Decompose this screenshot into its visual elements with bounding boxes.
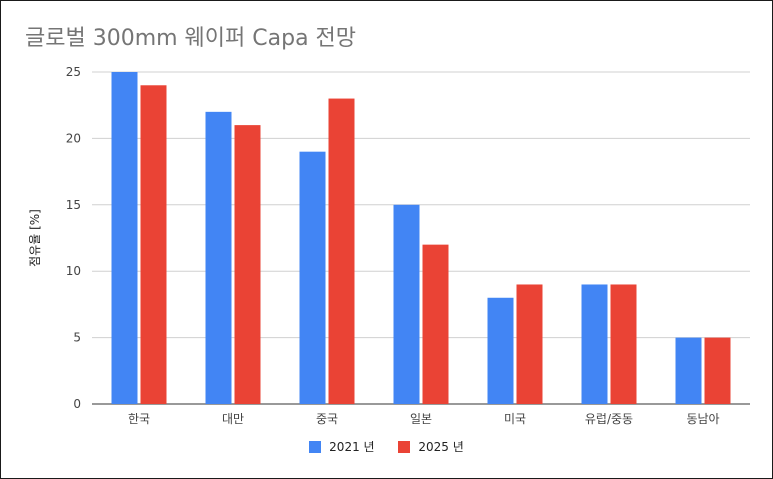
- bar-2025-3: [422, 244, 449, 404]
- x-tick-label-1: 대만: [222, 412, 244, 426]
- bar-2021-0: [111, 72, 138, 404]
- x-axis-ticks: 한국 대만 중국 일본 미국 유럽/중동 동남아: [128, 412, 720, 426]
- legend-item-2025: 2025 년: [398, 438, 464, 455]
- y-tick-label-25: 25: [66, 65, 81, 79]
- chart-title: 글로벌 300mm 웨이퍼 Capa 전망: [25, 26, 357, 51]
- x-tick-label-5: 유럽/중동: [585, 412, 633, 426]
- y-tick-label-15: 15: [66, 198, 81, 212]
- y-tick-label-10: 10: [66, 264, 81, 278]
- gridlines: [92, 71, 750, 405]
- bar-2021-6: [675, 337, 702, 404]
- bar-2025-5: [610, 284, 637, 404]
- legend: 2021 년 2025 년: [1, 438, 772, 456]
- legend-item-2021: 2021 년: [309, 438, 375, 455]
- legend-label-2021: 2021 년: [329, 440, 375, 454]
- bar-2021-1: [205, 111, 232, 404]
- y-tick-label-5: 5: [73, 331, 81, 345]
- legend-label-2025: 2025 년: [418, 440, 464, 454]
- x-tick-label-2: 중국: [316, 412, 338, 426]
- y-tick-label-20: 20: [66, 131, 81, 145]
- bar-2025-1: [234, 125, 261, 405]
- bar-2025-0: [140, 85, 167, 404]
- bar-2021-5: [581, 284, 608, 404]
- bar-2021-3: [393, 204, 420, 404]
- x-tick-label-6: 동남아: [686, 412, 719, 426]
- x-tick-label-3: 일본: [410, 412, 432, 426]
- y-axis-ticks: 0 5 10 15 20 25: [66, 65, 81, 411]
- bar-2025-6: [704, 337, 731, 404]
- y-tick-label-0: 0: [73, 397, 81, 411]
- bar-2025-2: [328, 98, 355, 404]
- legend-swatch-2025: [398, 440, 411, 453]
- bar-2021-2: [299, 151, 326, 404]
- bar-2021-4: [487, 297, 514, 404]
- bar-2025-4: [516, 284, 543, 404]
- legend-swatch-2021: [309, 440, 322, 453]
- x-tick-label-0: 한국: [128, 412, 150, 426]
- bars: [111, 72, 731, 405]
- x-tick-label-4: 미국: [504, 412, 526, 426]
- y-axis-label: 점유율 [%]: [28, 209, 42, 267]
